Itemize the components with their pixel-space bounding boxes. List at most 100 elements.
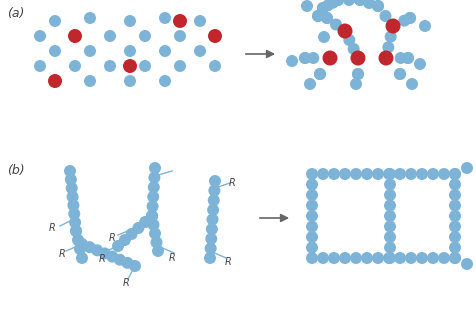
Circle shape [306, 168, 318, 180]
Circle shape [372, 252, 384, 264]
Circle shape [119, 234, 131, 246]
Circle shape [449, 252, 461, 264]
Circle shape [449, 189, 461, 201]
Circle shape [72, 234, 84, 246]
Text: R: R [59, 249, 65, 259]
Circle shape [48, 74, 62, 88]
Circle shape [173, 14, 187, 28]
Circle shape [363, 0, 375, 9]
Circle shape [405, 168, 417, 180]
Circle shape [49, 15, 61, 27]
Circle shape [449, 210, 461, 222]
Circle shape [124, 45, 136, 57]
Circle shape [354, 0, 366, 6]
Circle shape [402, 52, 414, 64]
Circle shape [337, 23, 353, 38]
Text: R: R [228, 178, 235, 188]
Circle shape [194, 15, 206, 27]
Circle shape [76, 252, 88, 264]
Circle shape [350, 51, 366, 66]
Circle shape [205, 242, 217, 254]
Circle shape [394, 68, 406, 80]
Circle shape [328, 168, 340, 180]
Circle shape [194, 45, 206, 57]
Circle shape [438, 252, 450, 264]
Circle shape [384, 252, 396, 264]
Circle shape [150, 236, 162, 248]
Circle shape [427, 168, 439, 180]
Circle shape [129, 260, 141, 272]
Circle shape [350, 252, 362, 264]
Circle shape [64, 165, 76, 177]
Circle shape [419, 20, 431, 32]
Circle shape [372, 0, 384, 12]
Circle shape [361, 168, 373, 180]
Circle shape [414, 58, 426, 70]
Circle shape [114, 254, 126, 266]
Circle shape [385, 31, 397, 43]
Circle shape [132, 222, 144, 234]
Circle shape [361, 252, 373, 264]
Circle shape [124, 75, 136, 87]
Circle shape [70, 225, 82, 237]
Circle shape [449, 168, 461, 180]
Circle shape [383, 168, 395, 180]
Circle shape [139, 60, 151, 72]
Circle shape [384, 179, 396, 190]
Circle shape [68, 29, 82, 43]
Circle shape [372, 0, 384, 12]
Circle shape [332, 0, 344, 6]
Circle shape [318, 31, 330, 43]
Circle shape [382, 41, 394, 53]
Circle shape [104, 30, 116, 42]
Circle shape [352, 68, 364, 80]
Circle shape [384, 220, 396, 232]
Circle shape [91, 244, 103, 256]
Circle shape [146, 210, 158, 222]
Circle shape [147, 191, 159, 203]
Circle shape [68, 208, 80, 220]
Circle shape [286, 55, 298, 67]
Circle shape [321, 12, 333, 24]
Circle shape [317, 168, 329, 180]
Circle shape [84, 241, 96, 253]
Text: R: R [109, 233, 115, 243]
Circle shape [147, 200, 159, 213]
Circle shape [339, 168, 351, 180]
Circle shape [69, 60, 81, 72]
Circle shape [314, 68, 326, 80]
Circle shape [372, 168, 384, 180]
Circle shape [139, 30, 151, 42]
Circle shape [68, 199, 79, 211]
Circle shape [398, 15, 410, 27]
Circle shape [306, 252, 318, 264]
Circle shape [159, 12, 171, 24]
Circle shape [304, 78, 316, 90]
Circle shape [427, 252, 439, 264]
Circle shape [306, 179, 318, 190]
Text: (a): (a) [7, 7, 24, 20]
Circle shape [352, 68, 364, 80]
Circle shape [149, 228, 161, 240]
Circle shape [312, 10, 324, 22]
Text: R: R [169, 253, 175, 263]
Circle shape [126, 228, 138, 240]
Circle shape [449, 179, 461, 190]
Circle shape [65, 173, 77, 185]
Circle shape [384, 210, 396, 222]
Circle shape [449, 231, 461, 243]
Circle shape [402, 52, 414, 64]
Circle shape [384, 242, 396, 254]
Circle shape [84, 12, 96, 24]
Circle shape [306, 189, 318, 201]
Circle shape [323, 51, 337, 66]
Circle shape [76, 238, 88, 250]
Circle shape [317, 252, 329, 264]
Circle shape [347, 43, 360, 55]
Circle shape [404, 12, 416, 24]
Circle shape [149, 162, 161, 174]
Circle shape [99, 247, 111, 259]
Circle shape [152, 245, 164, 257]
Circle shape [207, 214, 218, 226]
Circle shape [146, 210, 158, 222]
